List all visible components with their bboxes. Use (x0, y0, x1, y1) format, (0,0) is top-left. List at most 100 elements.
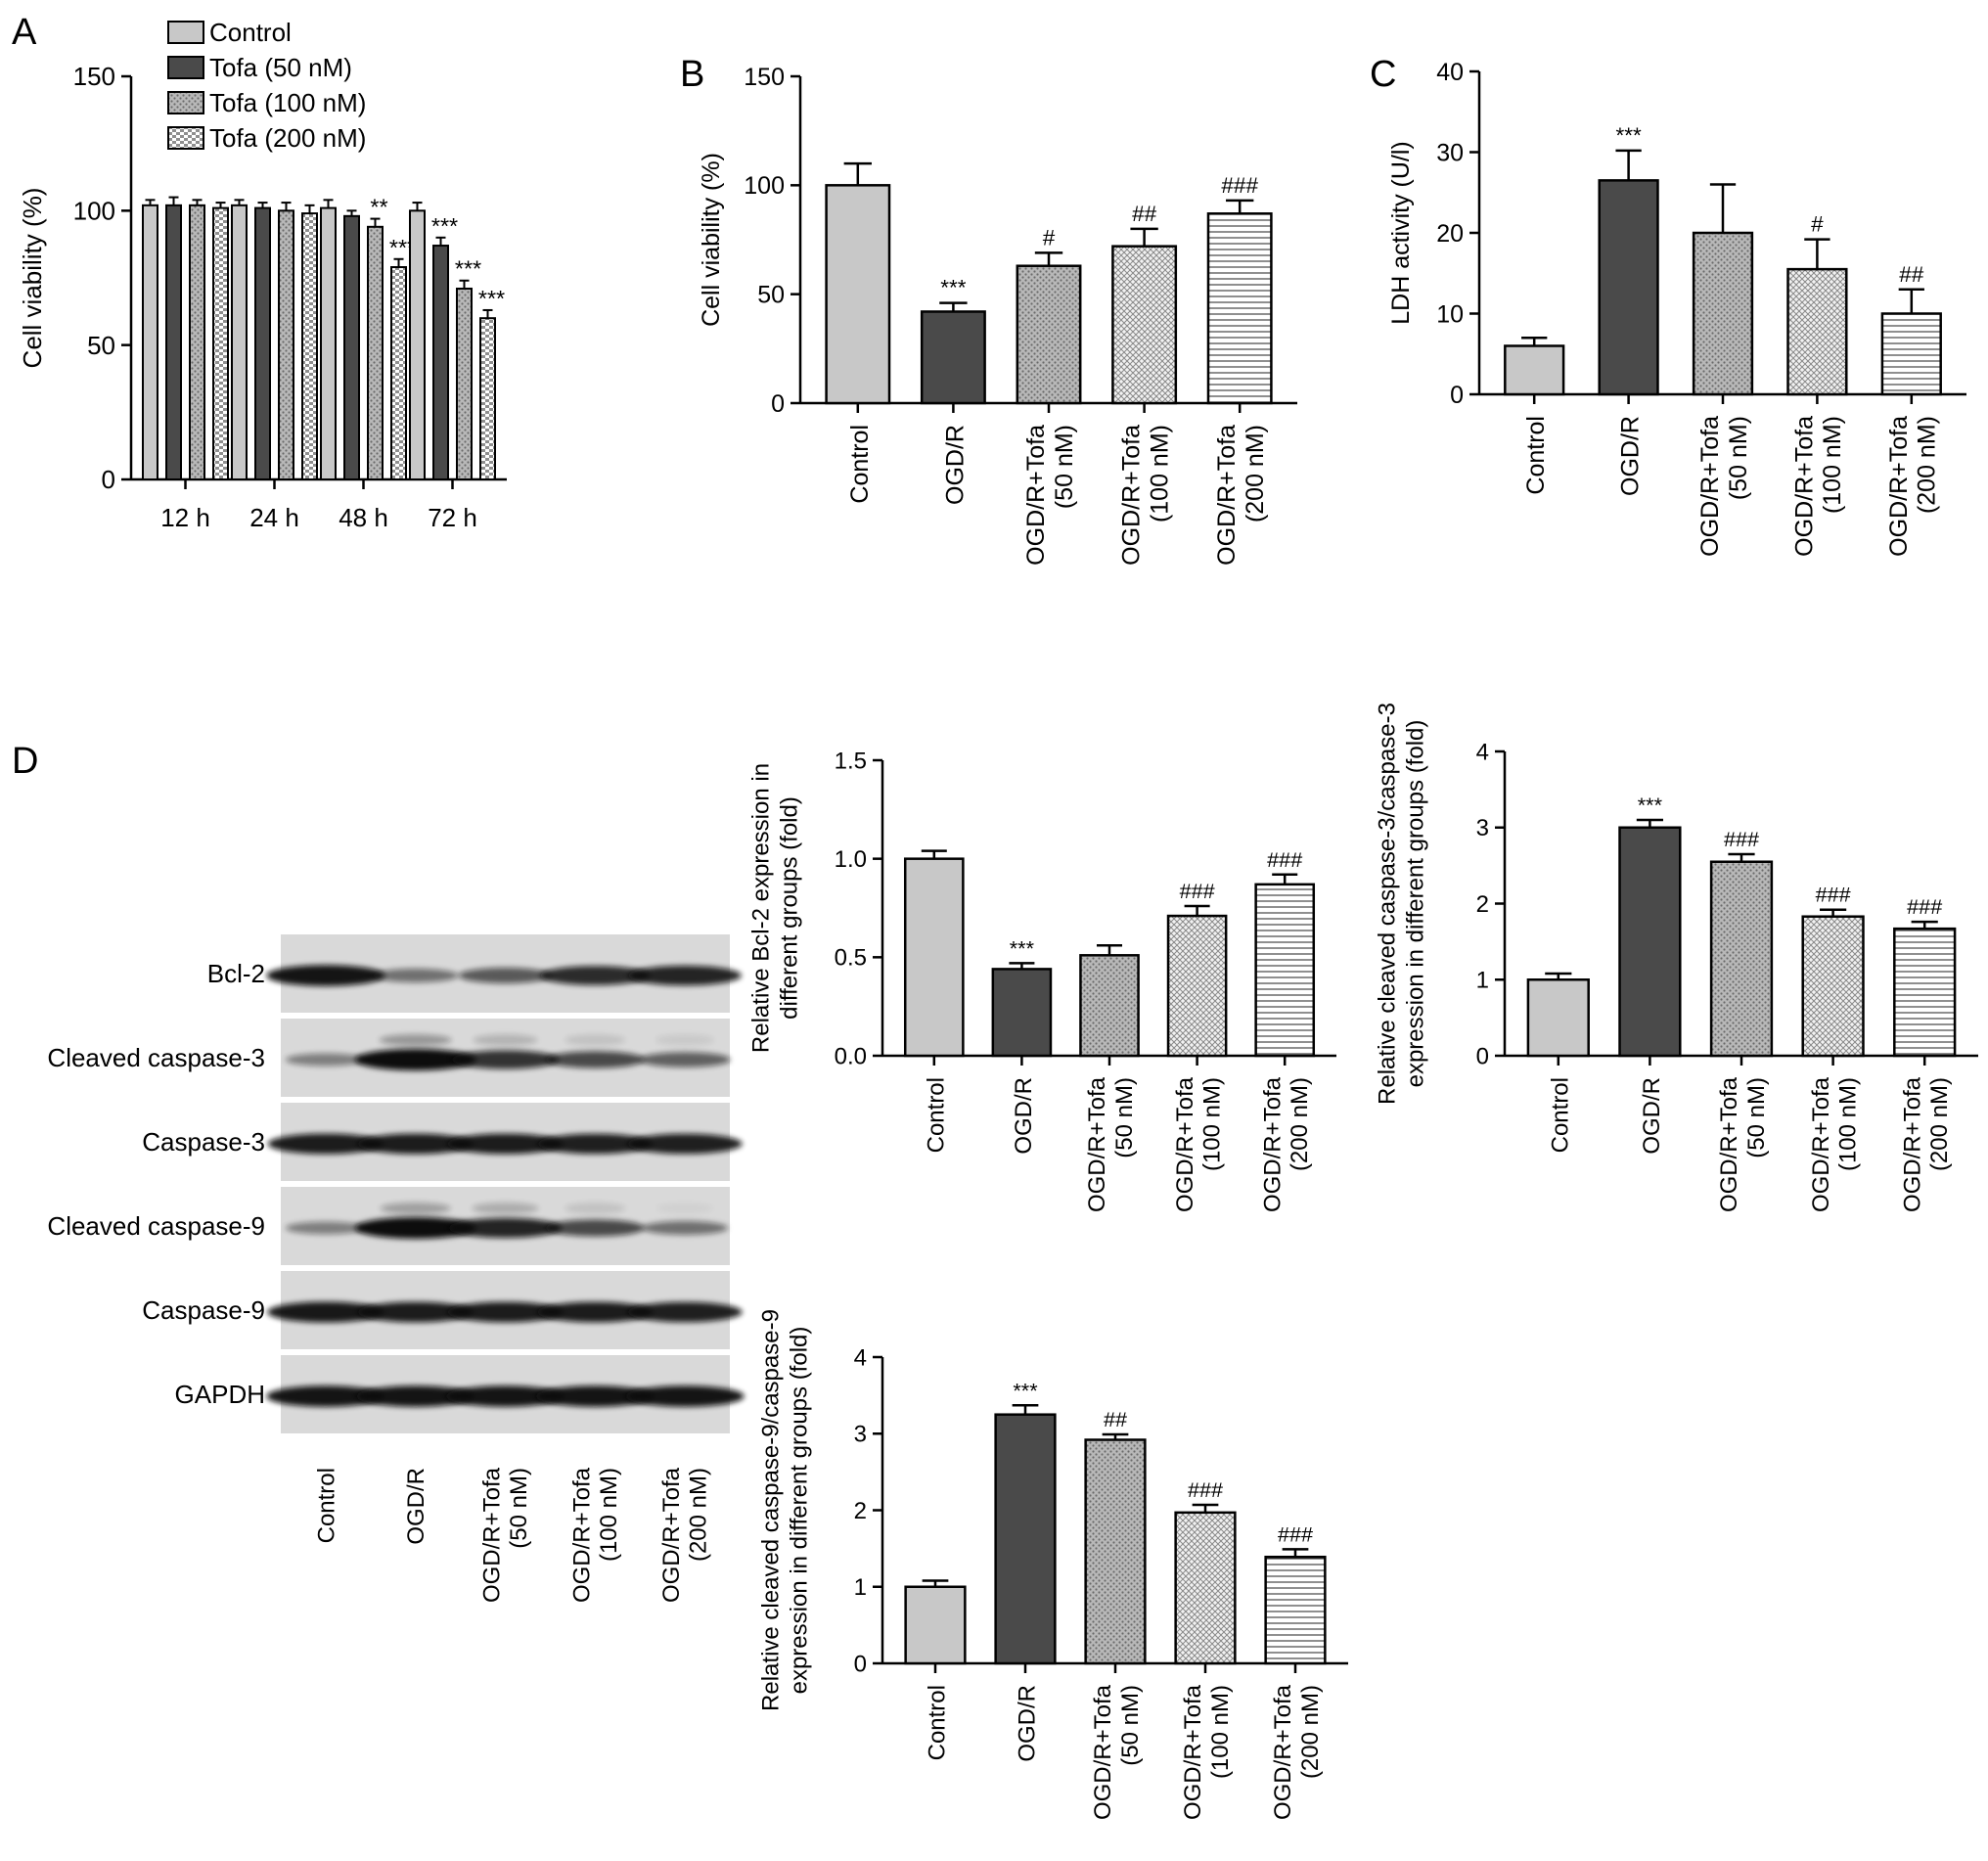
x-tick-label-line: OGD/R (1011, 1077, 1037, 1155)
bar (456, 287, 473, 480)
blot-band (447, 1133, 564, 1155)
x-tick-label-line: (200 nM) (1287, 1077, 1313, 1171)
significance-mark: # (1811, 212, 1824, 237)
blot-band (372, 968, 459, 983)
bar (1079, 954, 1140, 1058)
x-tick-label-line: OGD/R+Tofa (1172, 1076, 1198, 1212)
y-tick-label: 1.0 (835, 846, 867, 873)
y-axis-label-line: Relative cleaved caspase-9/caspase-9 (758, 1309, 785, 1711)
x-tick-label: OGD/R+Tofa(200 nM) (1899, 1076, 1953, 1212)
x-tick-label-line: (50 nM) (1743, 1077, 1770, 1158)
x-tick-label: OGD/R+Tofa(100 nM) (1808, 1076, 1862, 1212)
legend-swatch (167, 126, 204, 150)
x-tick-label-line: (200 nM) (1297, 1685, 1324, 1779)
x-tick-label: OGD/R+Tofa(50 nM) (1084, 1076, 1138, 1212)
legend-label: Tofa (50 nM) (209, 53, 352, 82)
y-axis-label: Relative Bcl-2 expression indifferent gr… (748, 763, 803, 1053)
chart-d1-bcl2: 0.0 0.5 1.0 1.5 Relative Bcl-2 expression in… (748, 748, 1336, 1212)
x-tick-label-line: Control (846, 425, 874, 504)
y-tick-label: 2 (1476, 891, 1489, 918)
x-tick-label-line: Control (1522, 416, 1550, 495)
x-tick-label-line: (50 nM) (506, 1468, 532, 1549)
x-tick-label: OGD/R+Tofa(50 nM) (1022, 425, 1078, 566)
significance-mark: ### (1907, 894, 1942, 919)
x-tick-label-line: (100 nM) (1146, 425, 1173, 522)
bar (1526, 978, 1590, 1058)
x-tick-label-line: Control (1547, 1077, 1573, 1153)
x-tick-label-line: OGD/R (941, 425, 969, 505)
significance-mark: ## (1899, 262, 1924, 287)
bar (1016, 264, 1082, 405)
x-tick-label: OGD/R+Tofa(200 nM) (1270, 1684, 1324, 1820)
x-tick-label-line: (100 nM) (1819, 416, 1846, 514)
significance-mark: *** (431, 213, 458, 239)
significance-mark: ### (1267, 847, 1302, 872)
bar (390, 266, 407, 480)
blot-band (448, 1217, 563, 1239)
blot-band (545, 1051, 646, 1068)
y-tick-label: 100 (744, 172, 785, 200)
y-tick-label: 0 (1450, 382, 1464, 409)
blot-band (266, 965, 385, 986)
x-tick-label-line: OGD/R+Tofa (1022, 425, 1050, 566)
y-axis-label-line: Relative cleaved caspase-3/caspase-3 (1375, 703, 1401, 1105)
blot-band (537, 1301, 654, 1323)
x-tick-label: OGD/R (1011, 1077, 1037, 1155)
chart-b-viability: 0 50 100 150 Cell viability (%) Control *** OGD… (698, 64, 1297, 566)
x-tick-label-line: OGD/R+Tofa (1270, 1684, 1296, 1820)
x-tick-label: OGD/R+Tofa(100 nM) (1790, 416, 1846, 557)
x-tick-label-line: OGD/R+Tofa (1180, 1684, 1206, 1820)
blot-band-upper (565, 1203, 626, 1214)
blot-band-upper (655, 1034, 715, 1046)
y-tick-label: 0.0 (835, 1043, 867, 1069)
x-tick-label-line: OGD/R+Tofa (1899, 1076, 1925, 1212)
x-tick-label: OGD/R (1639, 1077, 1665, 1155)
bar (343, 214, 360, 480)
blot-row-label: Bcl-2 (207, 959, 265, 988)
bar (320, 206, 337, 480)
x-tick-label: 24 h (249, 503, 299, 532)
x-tick-label: OGD/R (1015, 1685, 1041, 1762)
x-tick-label-line: OGD/R+Tofa (1213, 425, 1241, 566)
blot-band (267, 1301, 384, 1323)
y-tick-label: 50 (87, 331, 115, 360)
bar (1174, 1511, 1237, 1665)
x-tick-label-line: (100 nM) (596, 1468, 622, 1562)
bar (432, 245, 449, 480)
blot-band (628, 965, 742, 986)
x-tick-label-line: (200 nM) (1242, 425, 1269, 522)
y-tick-label: 150 (73, 62, 115, 91)
y-tick-label: 20 (1436, 220, 1464, 248)
y-tick-label: 30 (1436, 139, 1464, 166)
significance-mark: ### (1278, 1521, 1313, 1546)
x-tick-label: Control (1522, 416, 1550, 495)
bar (1084, 1438, 1147, 1665)
blot-band-upper (473, 1034, 538, 1046)
x-tick-label: 72 h (428, 503, 477, 532)
blot-band (627, 1301, 743, 1323)
y-tick-label: 40 (1436, 59, 1464, 86)
y-tick-label: 1 (1476, 968, 1489, 994)
blot-row-label: Cleaved caspase-9 (47, 1211, 265, 1241)
bar (1692, 231, 1754, 396)
western-blot: Bcl-2 Cleaved caspase-3 Caspase-3 Cleaved c… (47, 934, 745, 1603)
bar (212, 206, 229, 480)
bar (904, 1585, 967, 1665)
bar (231, 204, 248, 480)
x-tick-label: OGD/R+Tofa(50 nM) (1716, 1076, 1770, 1212)
bar (994, 1413, 1057, 1665)
x-tick-label-line: (100 nM) (1834, 1077, 1861, 1171)
bar (1880, 312, 1942, 396)
x-tick-label-line: (200 nM) (686, 1468, 712, 1562)
blot-band (537, 1133, 653, 1155)
blot-band (545, 1219, 646, 1237)
x-tick-label-line: OGD/R+Tofa (1696, 416, 1724, 557)
bar (825, 184, 891, 405)
y-axis-label-line: expression in different groups (fold) (1402, 720, 1428, 1088)
y-axis-label: Cell viability (%) (18, 188, 47, 369)
x-tick-label-line: OGD/R (1015, 1685, 1041, 1762)
significance-mark: ### (1180, 879, 1215, 903)
y-axis-label: Cell viability (%) (698, 153, 725, 327)
x-tick-label: Control (923, 1077, 949, 1153)
